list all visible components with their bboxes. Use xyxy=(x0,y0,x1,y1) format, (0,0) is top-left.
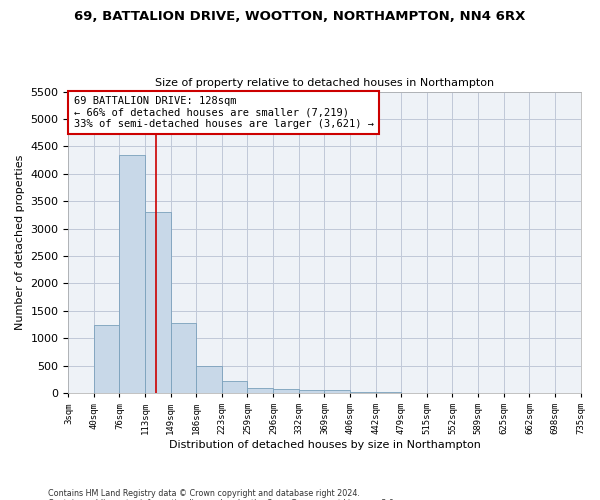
Bar xyxy=(94,324,119,393)
Title: Size of property relative to detached houses in Northampton: Size of property relative to detached ho… xyxy=(155,78,494,88)
Bar xyxy=(119,154,145,393)
Bar xyxy=(145,212,170,393)
Bar xyxy=(350,392,376,393)
Text: Contains public sector information licensed under the Open Government Licence v3: Contains public sector information licen… xyxy=(48,498,397,500)
Text: Contains HM Land Registry data © Crown copyright and database right 2024.: Contains HM Land Registry data © Crown c… xyxy=(48,488,360,498)
Bar xyxy=(299,390,325,393)
Bar xyxy=(196,366,223,393)
Text: 69 BATTALION DRIVE: 128sqm
← 66% of detached houses are smaller (7,219)
33% of s: 69 BATTALION DRIVE: 128sqm ← 66% of deta… xyxy=(74,96,374,130)
Bar xyxy=(376,392,401,393)
X-axis label: Distribution of detached houses by size in Northampton: Distribution of detached houses by size … xyxy=(169,440,481,450)
Bar xyxy=(170,323,196,393)
Bar xyxy=(401,392,427,393)
Bar xyxy=(247,388,274,393)
Bar xyxy=(274,389,299,393)
Bar xyxy=(223,381,247,393)
Text: 69, BATTALION DRIVE, WOOTTON, NORTHAMPTON, NN4 6RX: 69, BATTALION DRIVE, WOOTTON, NORTHAMPTO… xyxy=(74,10,526,23)
Y-axis label: Number of detached properties: Number of detached properties xyxy=(15,154,25,330)
Bar xyxy=(325,390,350,393)
